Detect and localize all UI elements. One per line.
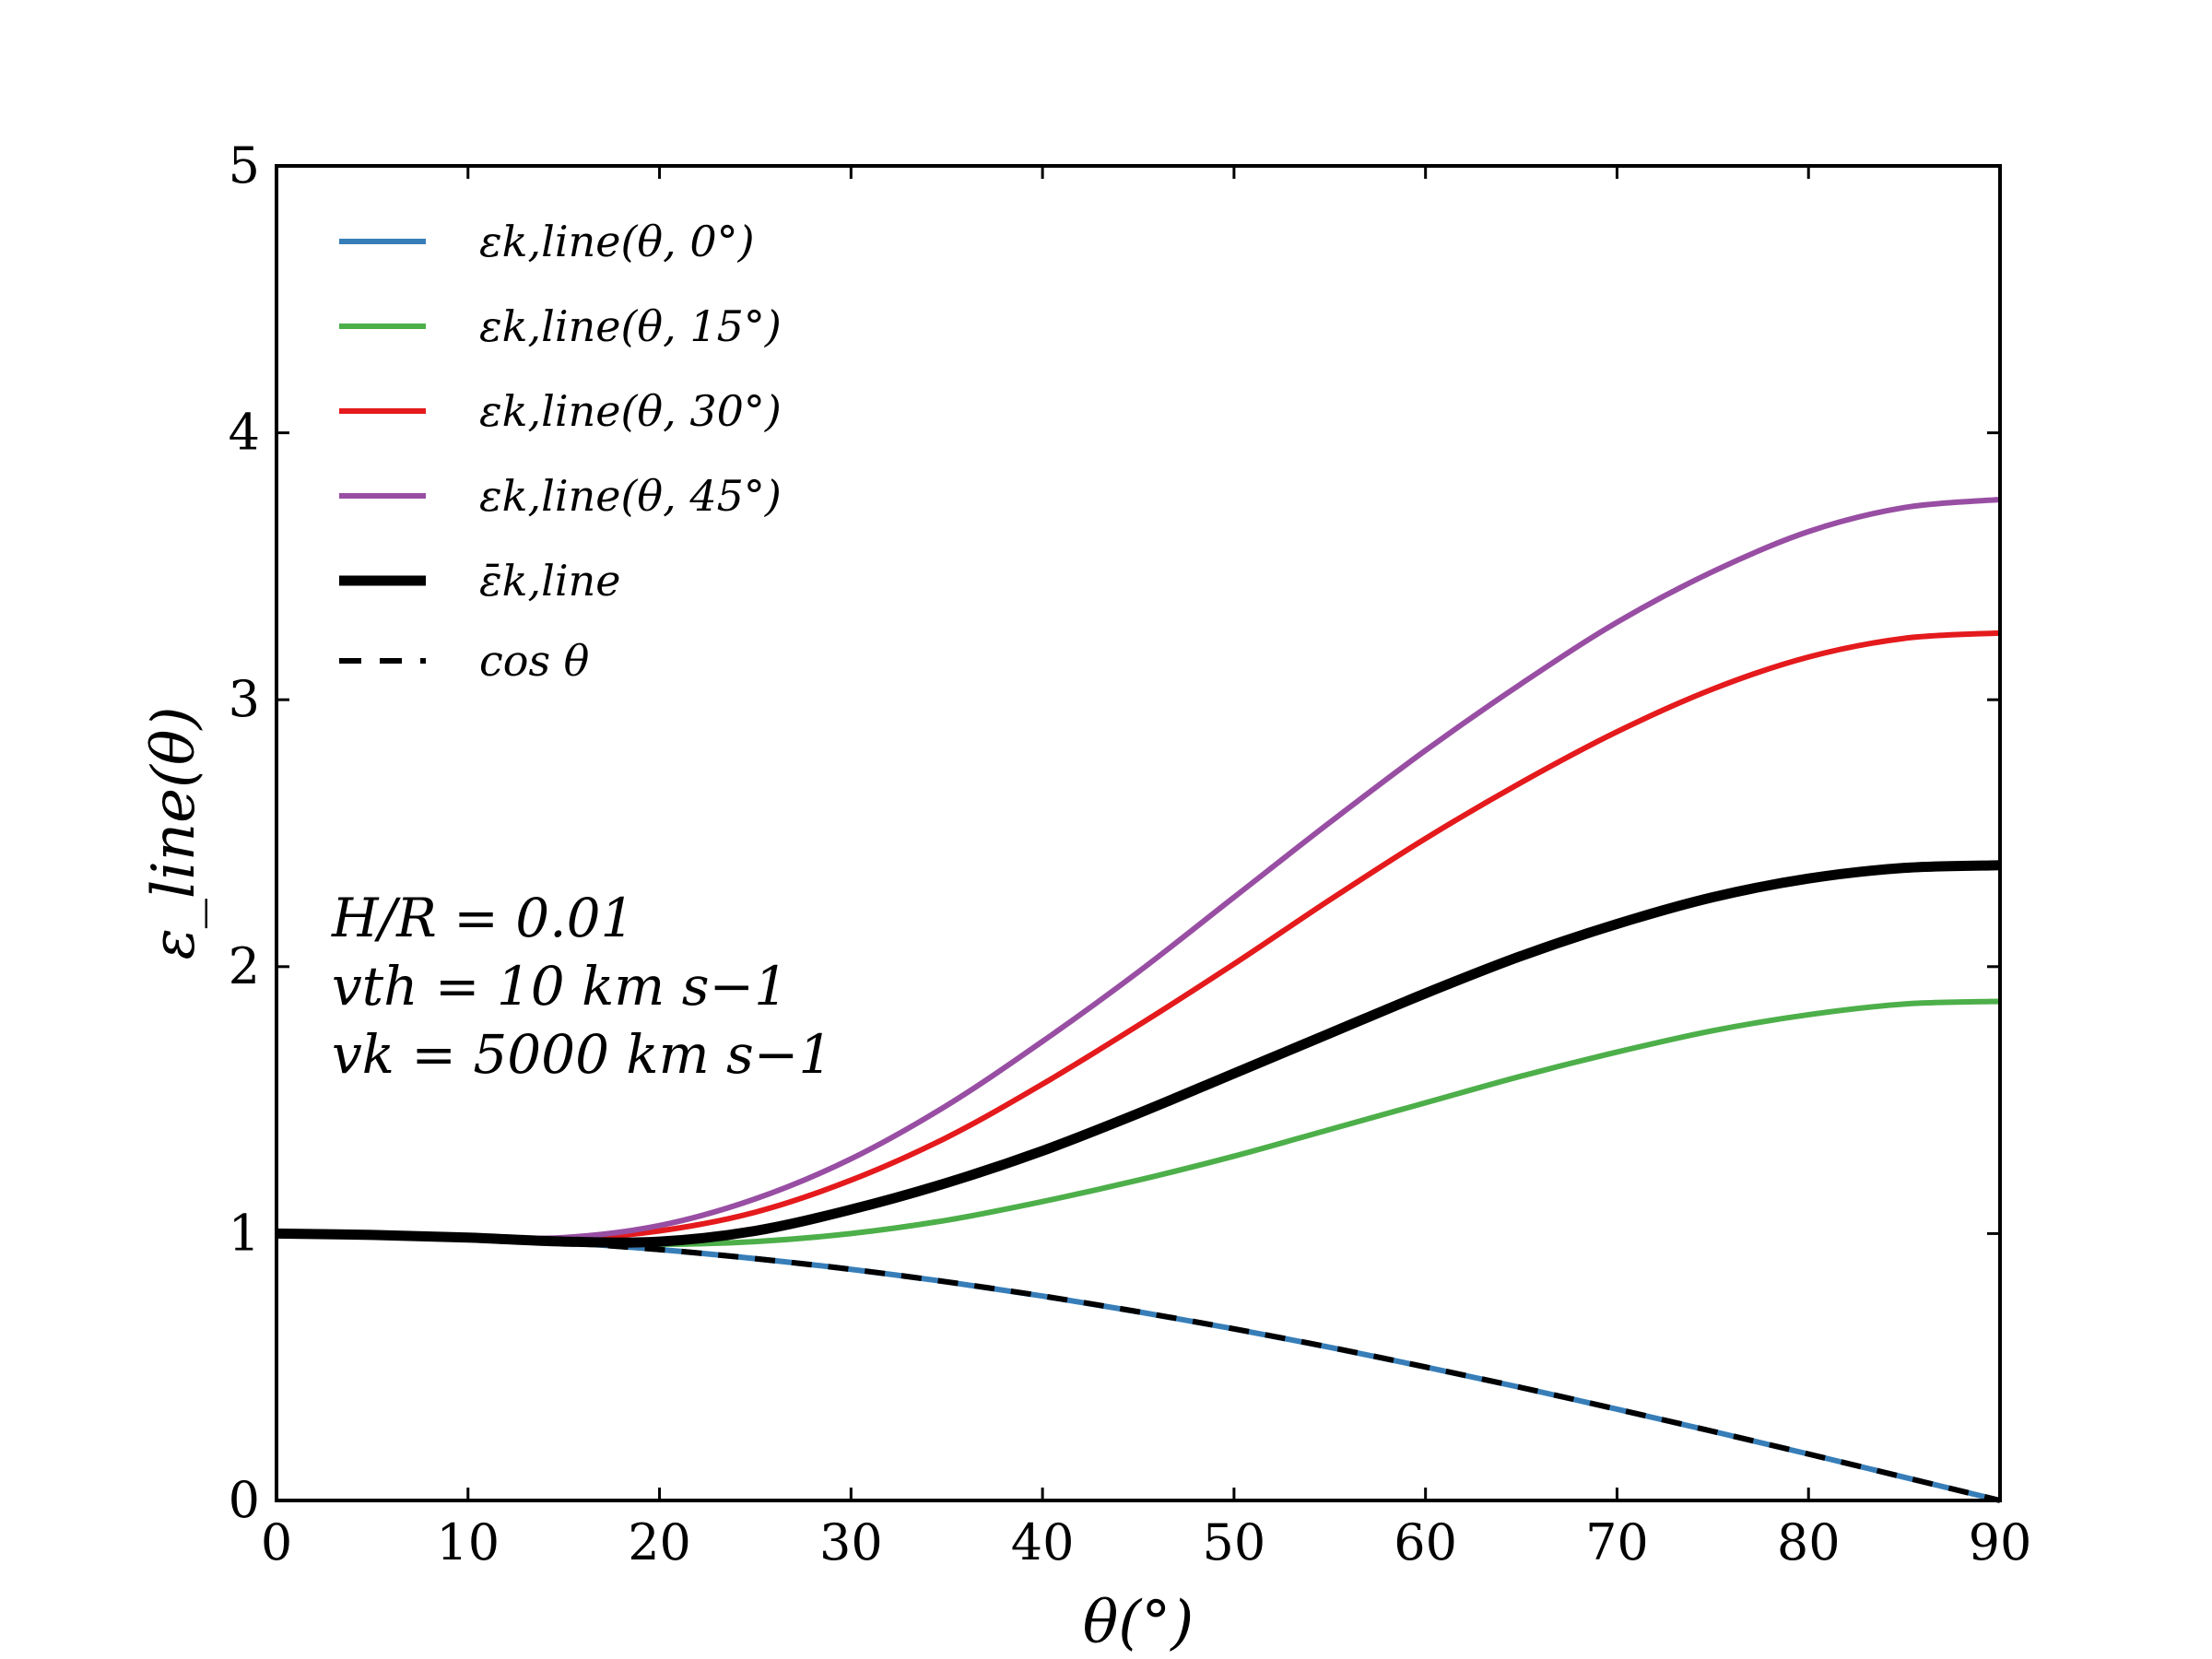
legend-label-2: εk,line(θ, 30°) (479, 386, 782, 436)
legend-label-3: εk,line(θ, 45°) (479, 471, 782, 521)
y-tick-label-3: 3 (229, 670, 260, 728)
x-tick-label-6: 60 (1394, 1513, 1457, 1571)
x-tick-label-9: 90 (1969, 1513, 2032, 1571)
legend-label-4: ε̄k,line (479, 556, 620, 606)
series-line-4 (276, 860, 2001, 1248)
x-tick-label-0: 0 (261, 1513, 292, 1571)
y-tick-label-2: 2 (229, 937, 260, 995)
series-line-5 (276, 1230, 2001, 1503)
y-tick-label-1: 1 (229, 1204, 260, 1262)
ticks-layer: 0 10 20 30 40 50 60 70 80 90 0 1 2 3 4 5 (229, 136, 2032, 1571)
y-tick-label-4: 4 (229, 404, 260, 462)
x-tick-label-4: 40 (1011, 1513, 1075, 1571)
y-axis-label: ε_line(θ) (140, 707, 208, 960)
x-tick-label-3: 30 (819, 1513, 883, 1571)
legend-label-0: εk,line(θ, 0°) (479, 217, 755, 266)
x-tick-label-1: 10 (436, 1513, 500, 1571)
plot-frame (275, 164, 2002, 1502)
annotation-2: vk = 5000 km s−1 (332, 1023, 832, 1086)
series-layer (276, 497, 2001, 1503)
x-tick-label-2: 20 (628, 1513, 691, 1571)
x-tick-label-8: 80 (1777, 1513, 1841, 1571)
y-tick-label-5: 5 (229, 136, 260, 194)
x-tick-label-7: 70 (1585, 1513, 1649, 1571)
legend: εk,line(θ, 0°) εk,line(θ, 15°) εk,line(θ, … (339, 217, 782, 686)
legend-label-1: εk,line(θ, 15°) (479, 301, 782, 351)
y-tick-label-0: 0 (229, 1471, 260, 1529)
annotation-1: vth = 10 km s−1 (332, 955, 788, 1018)
x-tick-label-5: 50 (1203, 1513, 1266, 1571)
legend-label-5: cos θ (479, 636, 589, 686)
annotation-0: H/R = 0.01 (331, 887, 634, 949)
x-axis-label: θ(°) (1083, 1589, 1194, 1657)
